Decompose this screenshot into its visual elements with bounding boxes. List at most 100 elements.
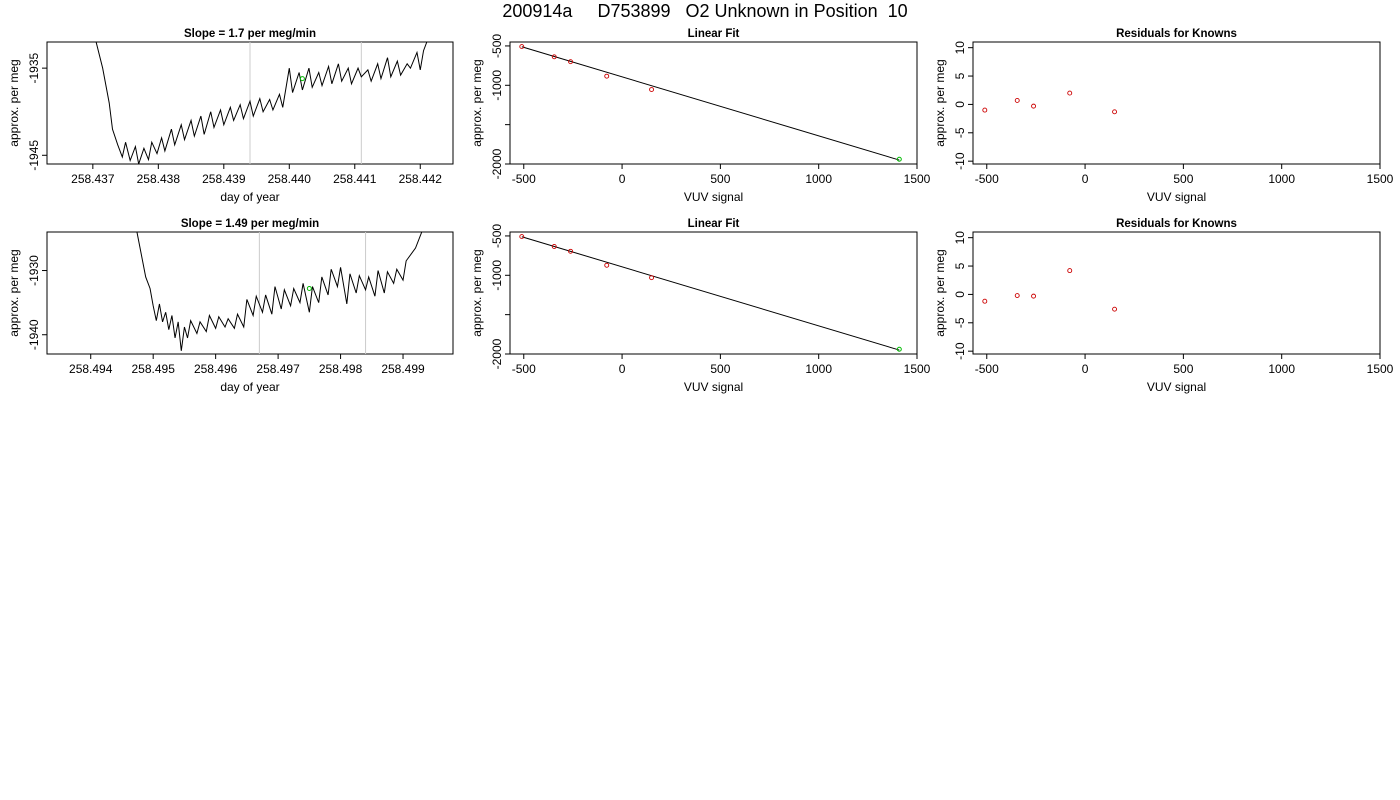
chart1-xtick-label: 258.439 <box>202 172 246 186</box>
chart5-ylabel: approx. per meg <box>470 249 484 336</box>
chart4-xtick-label: 258.494 <box>69 362 113 376</box>
chart3-ytick-label: 10 <box>953 41 967 55</box>
chart5-known-point <box>568 248 574 254</box>
chart4-title: Slope = 1.49 per meg/min <box>181 218 319 230</box>
chart3-xtick-label: 1500 <box>1367 172 1394 186</box>
chart6-known-point <box>1031 293 1037 299</box>
chart3-title: Residuals for Knowns <box>1116 28 1237 40</box>
chart3-ylabel: approx. per meg <box>933 59 947 146</box>
chart2-frame <box>509 41 918 165</box>
chart6-xtick-label: -500 <box>975 362 999 376</box>
chart6-ytick-label: 0 <box>953 291 967 298</box>
chart3-xlabel: VUV signal <box>1147 190 1206 204</box>
chart2-ylabel: approx. per meg <box>470 59 484 146</box>
chart5-xtick-label: -500 <box>512 362 536 376</box>
chart6-xlabel: VUV signal <box>1147 380 1206 394</box>
chart2-xtick-label: 500 <box>710 172 730 186</box>
chart3-xtick-label: -500 <box>975 172 999 186</box>
chart6-ytick-label: -5 <box>953 317 967 328</box>
chart4-xtick-label: 258.497 <box>256 362 300 376</box>
chart5-unknown-point <box>896 346 902 352</box>
chart6-group: Residuals for Knowns -500 0 500 1000 1500 -10 -… <box>933 218 1394 394</box>
chart5-known-point <box>519 234 525 240</box>
chart2-xtick-label: 0 <box>619 172 626 186</box>
chart5-known-point <box>551 244 557 249</box>
chart5-known-point <box>649 275 655 281</box>
chart4-xtick-label: 258.498 <box>319 362 363 376</box>
chart5-title: Linear Fit <box>688 218 740 230</box>
chart2-title: Linear Fit <box>688 28 740 40</box>
chart4-xlabel: day of year <box>220 380 279 394</box>
chart3-known-point <box>1067 90 1073 96</box>
chart5-xtick-label: 500 <box>710 362 730 376</box>
chart3-ytick-label: -5 <box>953 127 967 138</box>
chart1-title: Slope = 1.7 per meg/min <box>184 28 316 40</box>
chart2-known-point <box>604 73 610 79</box>
chart4-ytick-label: -1930 <box>27 255 41 286</box>
chart1-xtick-label: 258.442 <box>399 172 443 186</box>
chart2-plot-area <box>519 44 902 162</box>
chart5-xtick-label: 0 <box>619 362 626 376</box>
chart3-xtick-label: 0 <box>1082 172 1089 186</box>
chart3-xtick-label: 500 <box>1173 172 1193 186</box>
chart2-xtick-label: -500 <box>512 172 536 186</box>
chart6-xtick-label: 0 <box>1082 362 1089 376</box>
chart4-group: Slope = 1.49 per meg/min 258.494 258.495 25… <box>7 218 454 394</box>
chart1-group: Slope = 1.7 per meg/min 258.437 258.438 258… <box>7 28 454 204</box>
chart6-xtick-label: 500 <box>1173 362 1193 376</box>
chart5-plot-area <box>519 234 902 352</box>
chart6-plot-area <box>982 268 1118 312</box>
chart1-xlabel: day of year <box>220 190 279 204</box>
chart5-known-point <box>604 262 610 268</box>
chart1-ytick-label: -1945 <box>27 140 41 171</box>
chart6-known-point <box>1014 293 1020 299</box>
chart5-xtick-label: 1500 <box>904 362 931 376</box>
chart1-xtick-label: 258.438 <box>137 172 181 186</box>
chart6-known-point <box>1112 306 1118 312</box>
chart6-ytick-label: 5 <box>953 262 967 269</box>
chart1-xtick-label: 258.441 <box>333 172 377 186</box>
chart4-unknown-point <box>306 286 312 292</box>
chart6-xtick-label: 1000 <box>1268 362 1295 376</box>
chart5-group: Linear Fit -500 0 500 1000 1500 -2000 -1000 -500… <box>470 218 931 394</box>
chart3-plot-area <box>982 90 1118 115</box>
chart6-xtick-label: 1500 <box>1367 362 1394 376</box>
chart5-ytick-label: -500 <box>490 224 504 248</box>
chart3-known-point <box>1112 109 1118 115</box>
chart1-xtick-label: 258.437 <box>71 172 115 186</box>
chart4-ytick-label: -1940 <box>27 319 41 350</box>
chart2-known-point <box>568 59 574 65</box>
chart1-series-line <box>95 42 428 164</box>
chart2-group: Linear Fit -500 0 500 1000 1500 -2000 -1000 -500… <box>470 28 931 204</box>
chart3-known-point <box>1014 97 1020 103</box>
chart1-plot-area <box>95 42 428 164</box>
page-title: 200914a D753899 O2 Unknown in Position 1… <box>502 1 908 21</box>
chart3-known-point <box>1031 103 1037 109</box>
chart5-xtick-label: 1000 <box>805 362 832 376</box>
chart2-fit-line <box>521 46 900 161</box>
chart6-ytick-label: -10 <box>953 342 967 360</box>
chart2-xlabel: VUV signal <box>684 190 743 204</box>
chart3-ytick-label: 5 <box>953 72 967 79</box>
chart2-ytick-label: -2000 <box>490 148 504 179</box>
chart2-xtick-label: 1000 <box>805 172 832 186</box>
chart1-ylabel: approx. per meg <box>7 59 21 146</box>
chart3-ytick-label: 0 <box>953 101 967 108</box>
chart1-unknown-point <box>299 76 305 82</box>
chart5-ytick-label: -2000 <box>490 338 504 369</box>
chart4-xtick-label: 258.496 <box>194 362 238 376</box>
chart6-known-point <box>982 298 988 304</box>
chart2-known-point <box>551 54 557 60</box>
chart2-unknown-point <box>896 156 902 162</box>
chart4-frame <box>46 231 454 355</box>
chart6-known-point <box>1067 268 1073 274</box>
chart2-ytick-label: -1000 <box>490 70 504 101</box>
chart1-xtick-label: 258.440 <box>268 172 312 186</box>
chart5-frame <box>509 231 918 355</box>
chart2-ytick-label: -500 <box>490 34 504 58</box>
chart4-xtick-label: 258.499 <box>381 362 425 376</box>
chart6-ylabel: approx. per meg <box>933 249 947 336</box>
chart3-xtick-label: 1000 <box>1268 172 1295 186</box>
chart6-ytick-label: 10 <box>953 231 967 245</box>
